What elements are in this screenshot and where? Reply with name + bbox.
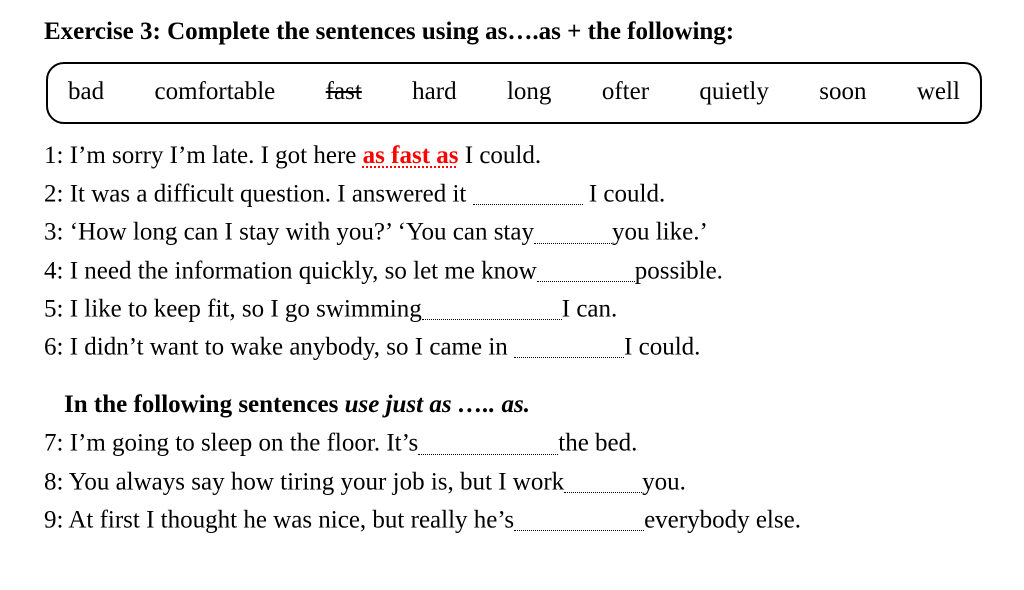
sentence-pre-text: I’m going to sleep on the floor. It’s <box>70 430 419 457</box>
answer-blank[interactable] <box>422 293 562 320</box>
word-options-box: bad comfortable fast hard long ofter quietly so… <box>46 62 982 124</box>
sentence-number: 7: <box>44 430 70 457</box>
sentence-post-text: I could. <box>624 333 700 360</box>
sentence-pre-text: At first I thought he was nice, but real… <box>68 506 514 533</box>
sentence-row: 4: I need the information quickly, so le… <box>44 251 984 287</box>
wordbox-word: comfortable <box>155 76 276 108</box>
answer-blank[interactable] <box>537 255 635 282</box>
sentence-pre-text: I like to keep fit, so I go swimming <box>70 295 422 322</box>
sentence-number: 8: <box>44 468 69 495</box>
wordbox-word: hard <box>412 76 456 108</box>
answer-blank[interactable] <box>514 331 624 358</box>
exercise-page: Exercise 3: Complete the sentences using… <box>0 0 1024 550</box>
sentence-pre-text: You always say how tiring your job is, b… <box>69 468 564 495</box>
sentence-row: 8: You always say how tiring your job is… <box>44 462 984 498</box>
sentence-number: 3: <box>44 219 70 246</box>
sentence-number: 4: <box>44 257 70 284</box>
wordbox-word: bad <box>68 76 104 108</box>
sentence-post-text: everybody else. <box>644 506 801 533</box>
sentence-post-text: I could. <box>459 142 542 169</box>
sentence-number: 9: <box>44 506 68 533</box>
sentence-post-text: possible. <box>635 257 723 284</box>
sentence-post-text: the bed. <box>558 430 637 457</box>
sentence-pre-text: I’m sorry I’m late. I got here <box>70 142 363 169</box>
sentence-row: 5: I like to keep fit, so I go swimming I… <box>44 289 984 325</box>
sentence-post-text: I could. <box>583 180 666 207</box>
answer-blank[interactable] <box>514 504 644 531</box>
sentence-list-part1: 1: I’m sorry I’m late. I got here as fas… <box>44 140 984 363</box>
wordbox-word: fast <box>326 76 362 108</box>
sentence-number: 2: <box>44 180 70 207</box>
sentence-row: 1: I’m sorry I’m late. I got here as fas… <box>44 140 984 172</box>
answer-blank[interactable] <box>418 427 558 454</box>
filled-answer: as fast as <box>363 142 459 169</box>
subheading-italic: use just as ….. as. <box>345 391 530 418</box>
wordbox-word: well <box>917 76 960 108</box>
sentence-pre-text: I need the information quickly, so let m… <box>70 257 537 284</box>
sentence-row: 2: It was a difficult question. I answer… <box>44 174 984 210</box>
sentence-row: 9: At first I thought he was nice, but r… <box>44 500 984 536</box>
answer-blank[interactable] <box>564 466 642 493</box>
sentence-pre-text: It was a difficult question. I answered … <box>70 180 473 207</box>
sentence-number: 6: <box>44 333 70 360</box>
sentence-number: 1: <box>44 142 70 169</box>
sentence-pre-text: I didn’t want to wake anybody, so I came… <box>70 333 514 360</box>
wordbox-word: long <box>507 76 551 108</box>
exercise-title: Exercise 3: Complete the sentences using… <box>44 16 984 48</box>
answer-blank[interactable] <box>473 178 583 205</box>
subheading: In the following sentences use just as …… <box>64 389 984 421</box>
sentence-row: 7: I’m going to sleep on the floor. It’s… <box>44 423 984 459</box>
sentence-post-text: you. <box>642 468 686 495</box>
wordbox-word: ofter <box>602 76 649 108</box>
sentence-post-text: I can. <box>562 295 618 322</box>
sentence-row: 3: ‘How long can I stay with you?’ ‘You … <box>44 212 984 248</box>
sentence-number: 5: <box>44 295 70 322</box>
answer-blank[interactable] <box>534 216 612 243</box>
sentence-row: 6: I didn’t want to wake anybody, so I c… <box>44 327 984 363</box>
wordbox-word: quietly <box>699 76 768 108</box>
sentence-post-text: you like.’ <box>612 219 708 246</box>
wordbox-word: soon <box>819 76 866 108</box>
subheading-lead: In the following sentences <box>64 391 345 418</box>
sentence-pre-text: ‘How long can I stay with you?’ ‘You can… <box>70 219 534 246</box>
sentence-list-part2: 7: I’m going to sleep on the floor. It’s… <box>44 423 984 536</box>
